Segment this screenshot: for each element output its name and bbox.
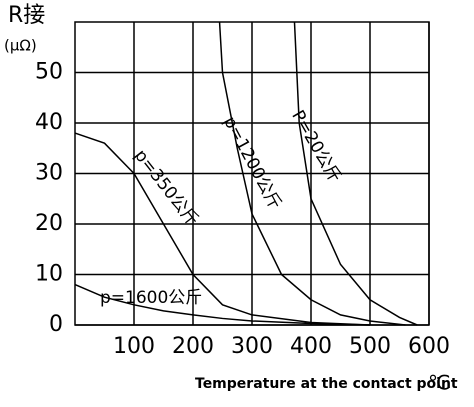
y-axis-unit: (μΩ) xyxy=(4,37,37,55)
series-label: p=350公斤 xyxy=(130,146,202,230)
y-tick-label: 50 xyxy=(35,60,63,85)
line xyxy=(293,21,418,326)
series-label: P=20公斤 xyxy=(287,107,344,186)
x-axis-unit: ℃ xyxy=(428,371,450,395)
x-axis-label: Temperature at the contact point xyxy=(195,376,458,392)
y-tick-label: 30 xyxy=(35,161,63,186)
x-tick-label: 400 xyxy=(290,334,332,359)
line xyxy=(74,132,371,326)
x-tick-label: 500 xyxy=(349,334,391,359)
y-tick-label: 40 xyxy=(35,110,63,135)
series-label: p=1600公斤 xyxy=(100,288,202,308)
y-axis-label: R接 xyxy=(8,3,45,28)
y-tick-label: 10 xyxy=(35,262,63,287)
line xyxy=(218,21,406,326)
y-tick-label: 0 xyxy=(49,312,63,337)
x-tick-label: 100 xyxy=(113,334,155,359)
x-tick-label: 200 xyxy=(172,334,214,359)
y-tick-label: 20 xyxy=(35,211,63,236)
x-tick-label: 600 xyxy=(408,334,450,359)
x-tick-label: 300 xyxy=(231,334,273,359)
line xyxy=(74,283,371,326)
